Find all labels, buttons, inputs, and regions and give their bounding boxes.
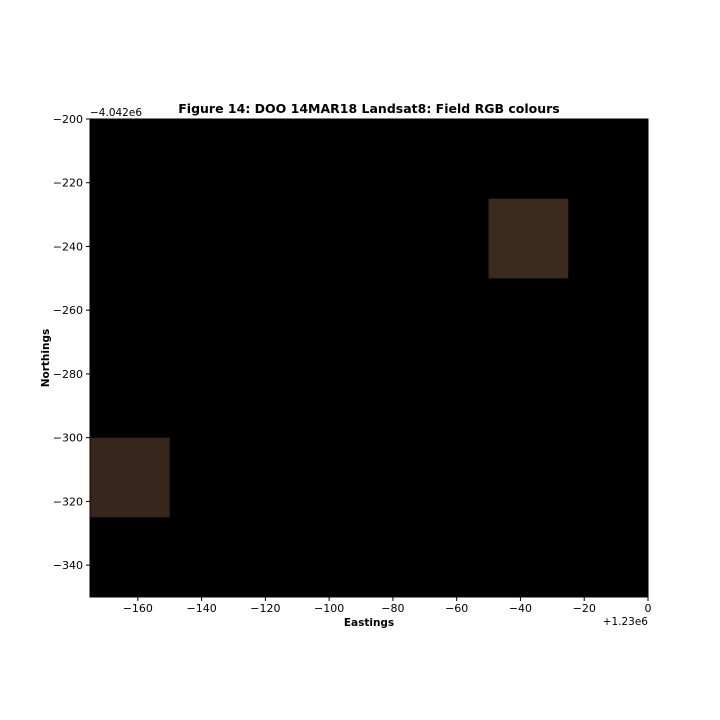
x-tick-label: −80: [381, 602, 404, 615]
field-cell-2: [90, 437, 170, 518]
chart-title: Figure 14: DOO 14MAR18 Landsat8: Field R…: [178, 101, 559, 116]
y-tick-label: −260: [53, 304, 83, 317]
y-tick-label: −320: [53, 495, 83, 508]
x-tick-label: −100: [314, 602, 344, 615]
x-tick-label: −160: [123, 602, 153, 615]
y-tick-label: −200: [53, 113, 83, 126]
y-offset-label: −4.042e6: [90, 107, 142, 119]
x-axis-label: Eastings: [344, 617, 394, 629]
y-tick-label: −240: [53, 240, 83, 253]
x-tick-label: −140: [186, 602, 216, 615]
y-tick-label: −280: [53, 368, 83, 381]
x-offset-label: +1.23e6: [603, 616, 649, 628]
y-tick-label: −300: [53, 432, 83, 445]
plot-frame: [89, 118, 649, 598]
x-tick-label: −40: [509, 602, 532, 615]
x-tick-label: −120: [250, 602, 280, 615]
y-axis-label: Northings: [40, 329, 52, 388]
x-tick-label: −60: [445, 602, 468, 615]
y-axis: −200 −220 −240 −260 −280 −300 −320 −340: [53, 113, 90, 572]
x-tick-label: 0: [645, 602, 652, 615]
y-tick-label: −220: [53, 177, 83, 190]
field-cells: [90, 198, 569, 518]
plot-area: [90, 119, 648, 597]
x-tick-label: −20: [573, 602, 596, 615]
y-tick-label: −340: [53, 559, 83, 572]
field-cell-1: [488, 198, 569, 279]
x-axis: −160 −140 −120 −100 −80 −60 −40 −20 0: [123, 597, 652, 615]
